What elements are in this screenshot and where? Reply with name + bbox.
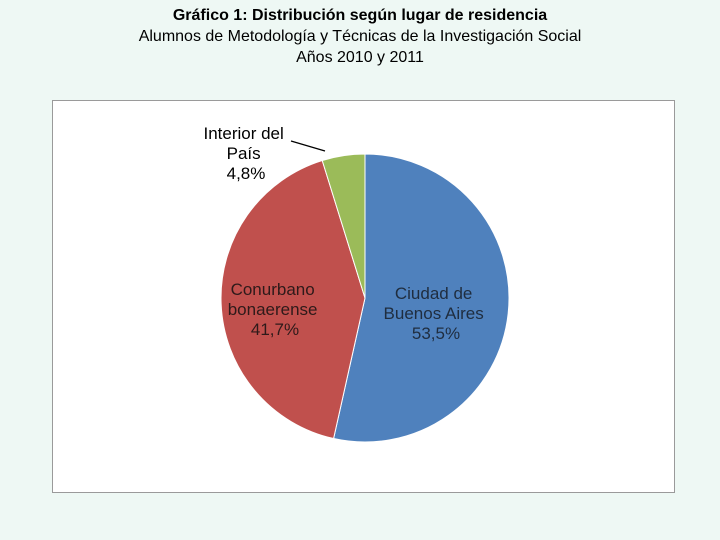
slice-label-ciudad-line2: Buenos Aires [384,304,484,323]
pie-slice-conurbano [220,159,366,440]
pie-chart: Ciudad de Buenos Aires 53,5% Conurbano b… [203,124,510,443]
slice-label-interior-line1: Interior del [203,124,283,143]
slice-label-ciudad-value: 53,5% [412,324,460,343]
chart-years: Años 2010 y 2011 [296,49,424,66]
slice-label-ciudad: Ciudad de Buenos Aires 53,5% [384,284,489,343]
slice-label-conurbano-line2: bonaerense [228,300,318,319]
slice-label-conurbano: Conurbano bonaerense 41,7% [228,280,323,339]
slice-label-ciudad-line1: Ciudad de [395,284,473,303]
pie-slices [220,153,510,443]
chart-title: Gráfico 1: Distribución según lugar de r… [172,7,548,24]
slice-label-interior-line2: País [227,144,261,163]
chart-subtitle: Alumnos de Metodología y Técnicas de la … [138,28,582,45]
leader-line-interior [290,140,326,152]
pie-slice-ciudad [332,153,510,443]
chart-area: Ciudad de Buenos Aires 53,5% Conurbano b… [52,100,675,493]
slice-label-interior: Interior del País 4,8% [203,124,288,183]
chart-heading: Gráfico 1: Distribución según lugar de r… [0,6,720,68]
slice-label-interior-value: 4,8% [227,164,266,183]
pie-slice-interior [321,153,366,299]
slice-label-conurbano-value: 41,7% [251,320,299,339]
slice-label-conurbano-line1: Conurbano [231,280,315,299]
